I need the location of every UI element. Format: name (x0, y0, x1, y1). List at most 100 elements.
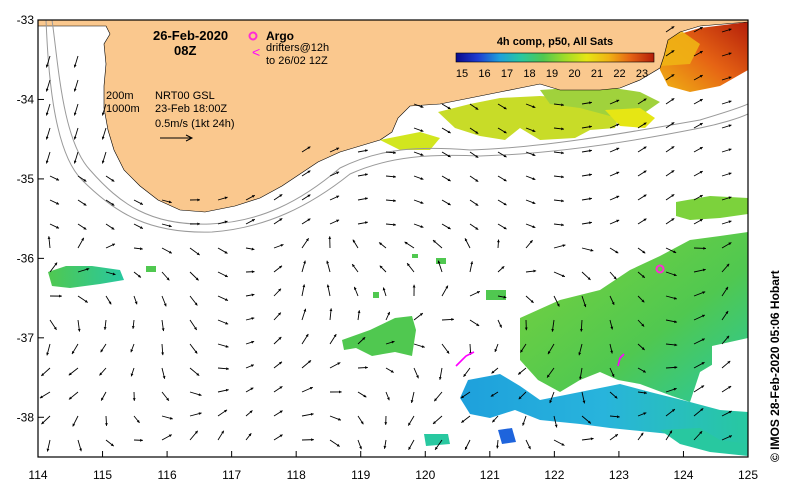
y-tick-label: -34 (17, 92, 35, 106)
current-arrow (189, 343, 198, 354)
x-tick-label: 124 (673, 468, 693, 482)
current-arrow (101, 151, 107, 164)
current-arrow (73, 151, 79, 164)
current-arrow (245, 433, 252, 441)
current-arrow (549, 391, 555, 404)
current-arrow (494, 343, 499, 353)
current-arrow (408, 439, 415, 451)
isobath-label-200m: 200m (106, 90, 134, 102)
current-arrow (609, 219, 620, 225)
current-arrow (189, 412, 202, 417)
current-arrow (581, 415, 592, 424)
current-arrow (665, 365, 678, 369)
current-arrow (665, 271, 677, 277)
current-arrow (77, 439, 82, 452)
drifter-legend-sub: to 26/02 12Z (266, 55, 328, 67)
current-arrow (77, 237, 85, 249)
current-arrow (637, 247, 646, 254)
current-arrow (517, 367, 527, 375)
current-arrow (490, 391, 499, 397)
argo-float-marker[interactable] (655, 264, 665, 274)
y-axis: -33 -34 -35 -36 -37 -38 (17, 13, 44, 424)
current-arrow (328, 236, 332, 249)
current-arrow (553, 271, 566, 278)
current-arrow (161, 223, 172, 228)
current-arrow (273, 336, 282, 345)
y-tick-label: -33 (17, 13, 35, 27)
current-arrow (441, 175, 451, 182)
current-arrow (491, 415, 499, 423)
colorbar-tick-label: 19 (546, 68, 558, 80)
title-time: 08Z (174, 43, 196, 58)
current-arrow (46, 343, 51, 356)
current-arrow (404, 241, 415, 249)
current-arrow (469, 261, 474, 273)
current-arrow (551, 319, 555, 332)
current-arrow (469, 103, 479, 111)
current-arrow (441, 318, 454, 321)
current-arrow (273, 265, 283, 273)
current-arrow (637, 194, 647, 201)
current-arrow (245, 293, 255, 297)
current-arrow (721, 100, 732, 105)
current-arrow (301, 146, 311, 153)
current-arrow (525, 239, 533, 249)
current-arrow (581, 149, 592, 153)
current-arrow (693, 338, 705, 345)
current-arrow (161, 247, 173, 254)
current-arrow (721, 28, 732, 33)
current-arrow (491, 367, 499, 374)
current-arrow (693, 170, 703, 177)
current-arrow (101, 127, 107, 140)
current-arrow (245, 340, 255, 345)
current-arrow (49, 262, 58, 273)
current-arrow (693, 50, 703, 57)
current-arrow (413, 223, 424, 228)
current-arrow (553, 439, 565, 446)
current-arrow (329, 147, 340, 153)
current-arrow (301, 386, 314, 393)
argo-markers (655, 264, 665, 274)
current-arrow (579, 367, 583, 380)
current-arrow (77, 223, 87, 230)
current-arrow (99, 367, 107, 376)
current-arrow (553, 244, 566, 249)
current-arrow (385, 175, 397, 179)
current-arrow (665, 387, 677, 393)
current-arrow (45, 79, 51, 92)
altimetry-datetime: 23-Feb 18:00Z (155, 103, 227, 115)
current-arrow (637, 343, 645, 351)
current-arrow (609, 171, 620, 177)
current-arrow (721, 410, 732, 417)
current-arrow (665, 194, 675, 201)
title-date: 26-Feb-2020 (153, 28, 228, 43)
current-arrow (161, 391, 170, 402)
current-arrow (469, 223, 479, 231)
current-arrow (637, 122, 647, 129)
current-arrow (189, 391, 202, 397)
current-arrow (469, 151, 479, 159)
current-arrow (665, 74, 675, 81)
current-arrow (245, 270, 255, 274)
current-arrow (189, 247, 200, 256)
current-arrow (103, 319, 107, 330)
colorbar-tick-label: 16 (478, 68, 490, 80)
current-arrow (497, 199, 507, 206)
current-arrow (357, 149, 368, 153)
current-arrow (665, 26, 675, 33)
current-arrow (273, 194, 283, 201)
current-arrow (132, 391, 136, 401)
current-arrow (329, 333, 337, 345)
current-arrow (189, 430, 199, 441)
current-arrow (665, 122, 675, 129)
y-tick-label: -36 (17, 251, 35, 265)
current-arrow (161, 271, 170, 281)
current-arrow (385, 391, 390, 401)
current-arrow (609, 391, 618, 399)
colorbar-tick-label: 18 (523, 68, 535, 80)
current-arrow (581, 221, 592, 225)
current-arrow (382, 287, 387, 297)
colorbar-tick-label: 23 (636, 68, 648, 80)
current-arrow (351, 263, 359, 273)
